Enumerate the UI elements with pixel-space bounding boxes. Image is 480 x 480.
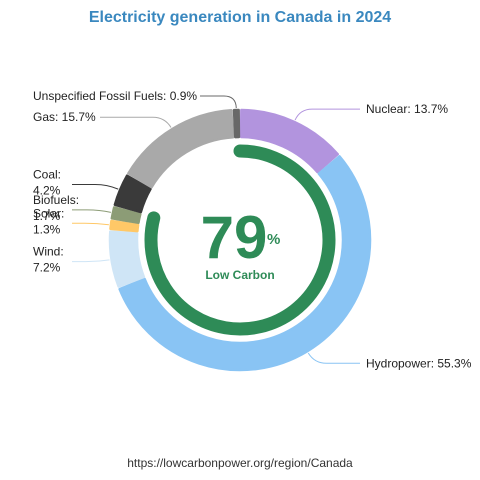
chart-title: Electricity generation in Canada in 2024	[88, 9, 392, 26]
leader-line-coal	[72, 183, 119, 190]
slice-label-nuclear: Nuclear: 13.7%	[366, 102, 448, 116]
leader-line-biofuels	[72, 209, 112, 213]
slice-unspecified-fossil-fuels[interactable]	[232, 108, 241, 139]
leader-line-unspecified-fossil-fuels	[200, 95, 237, 109]
low-carbon-arc	[144, 144, 336, 336]
slice-label-hydropower: Hydropower: 55.3%	[366, 356, 472, 370]
slice-biofuels[interactable]	[110, 206, 142, 225]
slice-label-unspecified-fossil-fuels: Unspecified Fossil Fuels: 0.9%	[33, 89, 197, 103]
slice-hydropower[interactable]	[118, 155, 372, 372]
leader-line-wind	[72, 259, 110, 263]
slice-labels: Nuclear: 13.7% Hydropower: 55.3% Wind: 7.2%…	[33, 89, 472, 370]
slice-label-biofuels: Biofuels: 1.7%	[33, 193, 79, 223]
outer-ring	[108, 108, 372, 372]
inner-ring	[144, 144, 336, 336]
leader-line-nuclear	[294, 108, 360, 121]
center-value: 79	[201, 204, 268, 271]
leader-line-solar	[72, 222, 109, 226]
slice-label-wind: Wind: 7.2%	[33, 245, 64, 275]
slice-label-solar: Solar: 1.3%	[33, 206, 64, 236]
slice-label-gas: Gas: 15.7%	[33, 110, 96, 124]
source-url[interactable]: https://lowcarbonpower.org/region/Canada	[127, 456, 353, 470]
slice-wind[interactable]	[108, 230, 146, 288]
center-unit: %	[267, 231, 280, 248]
slice-label-coal: Coal: 4.2%	[33, 167, 61, 197]
center-label: Low Carbon	[205, 268, 274, 282]
slice-solar[interactable]	[109, 219, 140, 233]
leader-line-hydropower	[307, 352, 360, 364]
slice-coal[interactable]	[113, 174, 152, 214]
slice-gas[interactable]	[127, 109, 235, 189]
slice-nuclear[interactable]	[239, 108, 339, 174]
leader-line-gas	[100, 116, 172, 128]
